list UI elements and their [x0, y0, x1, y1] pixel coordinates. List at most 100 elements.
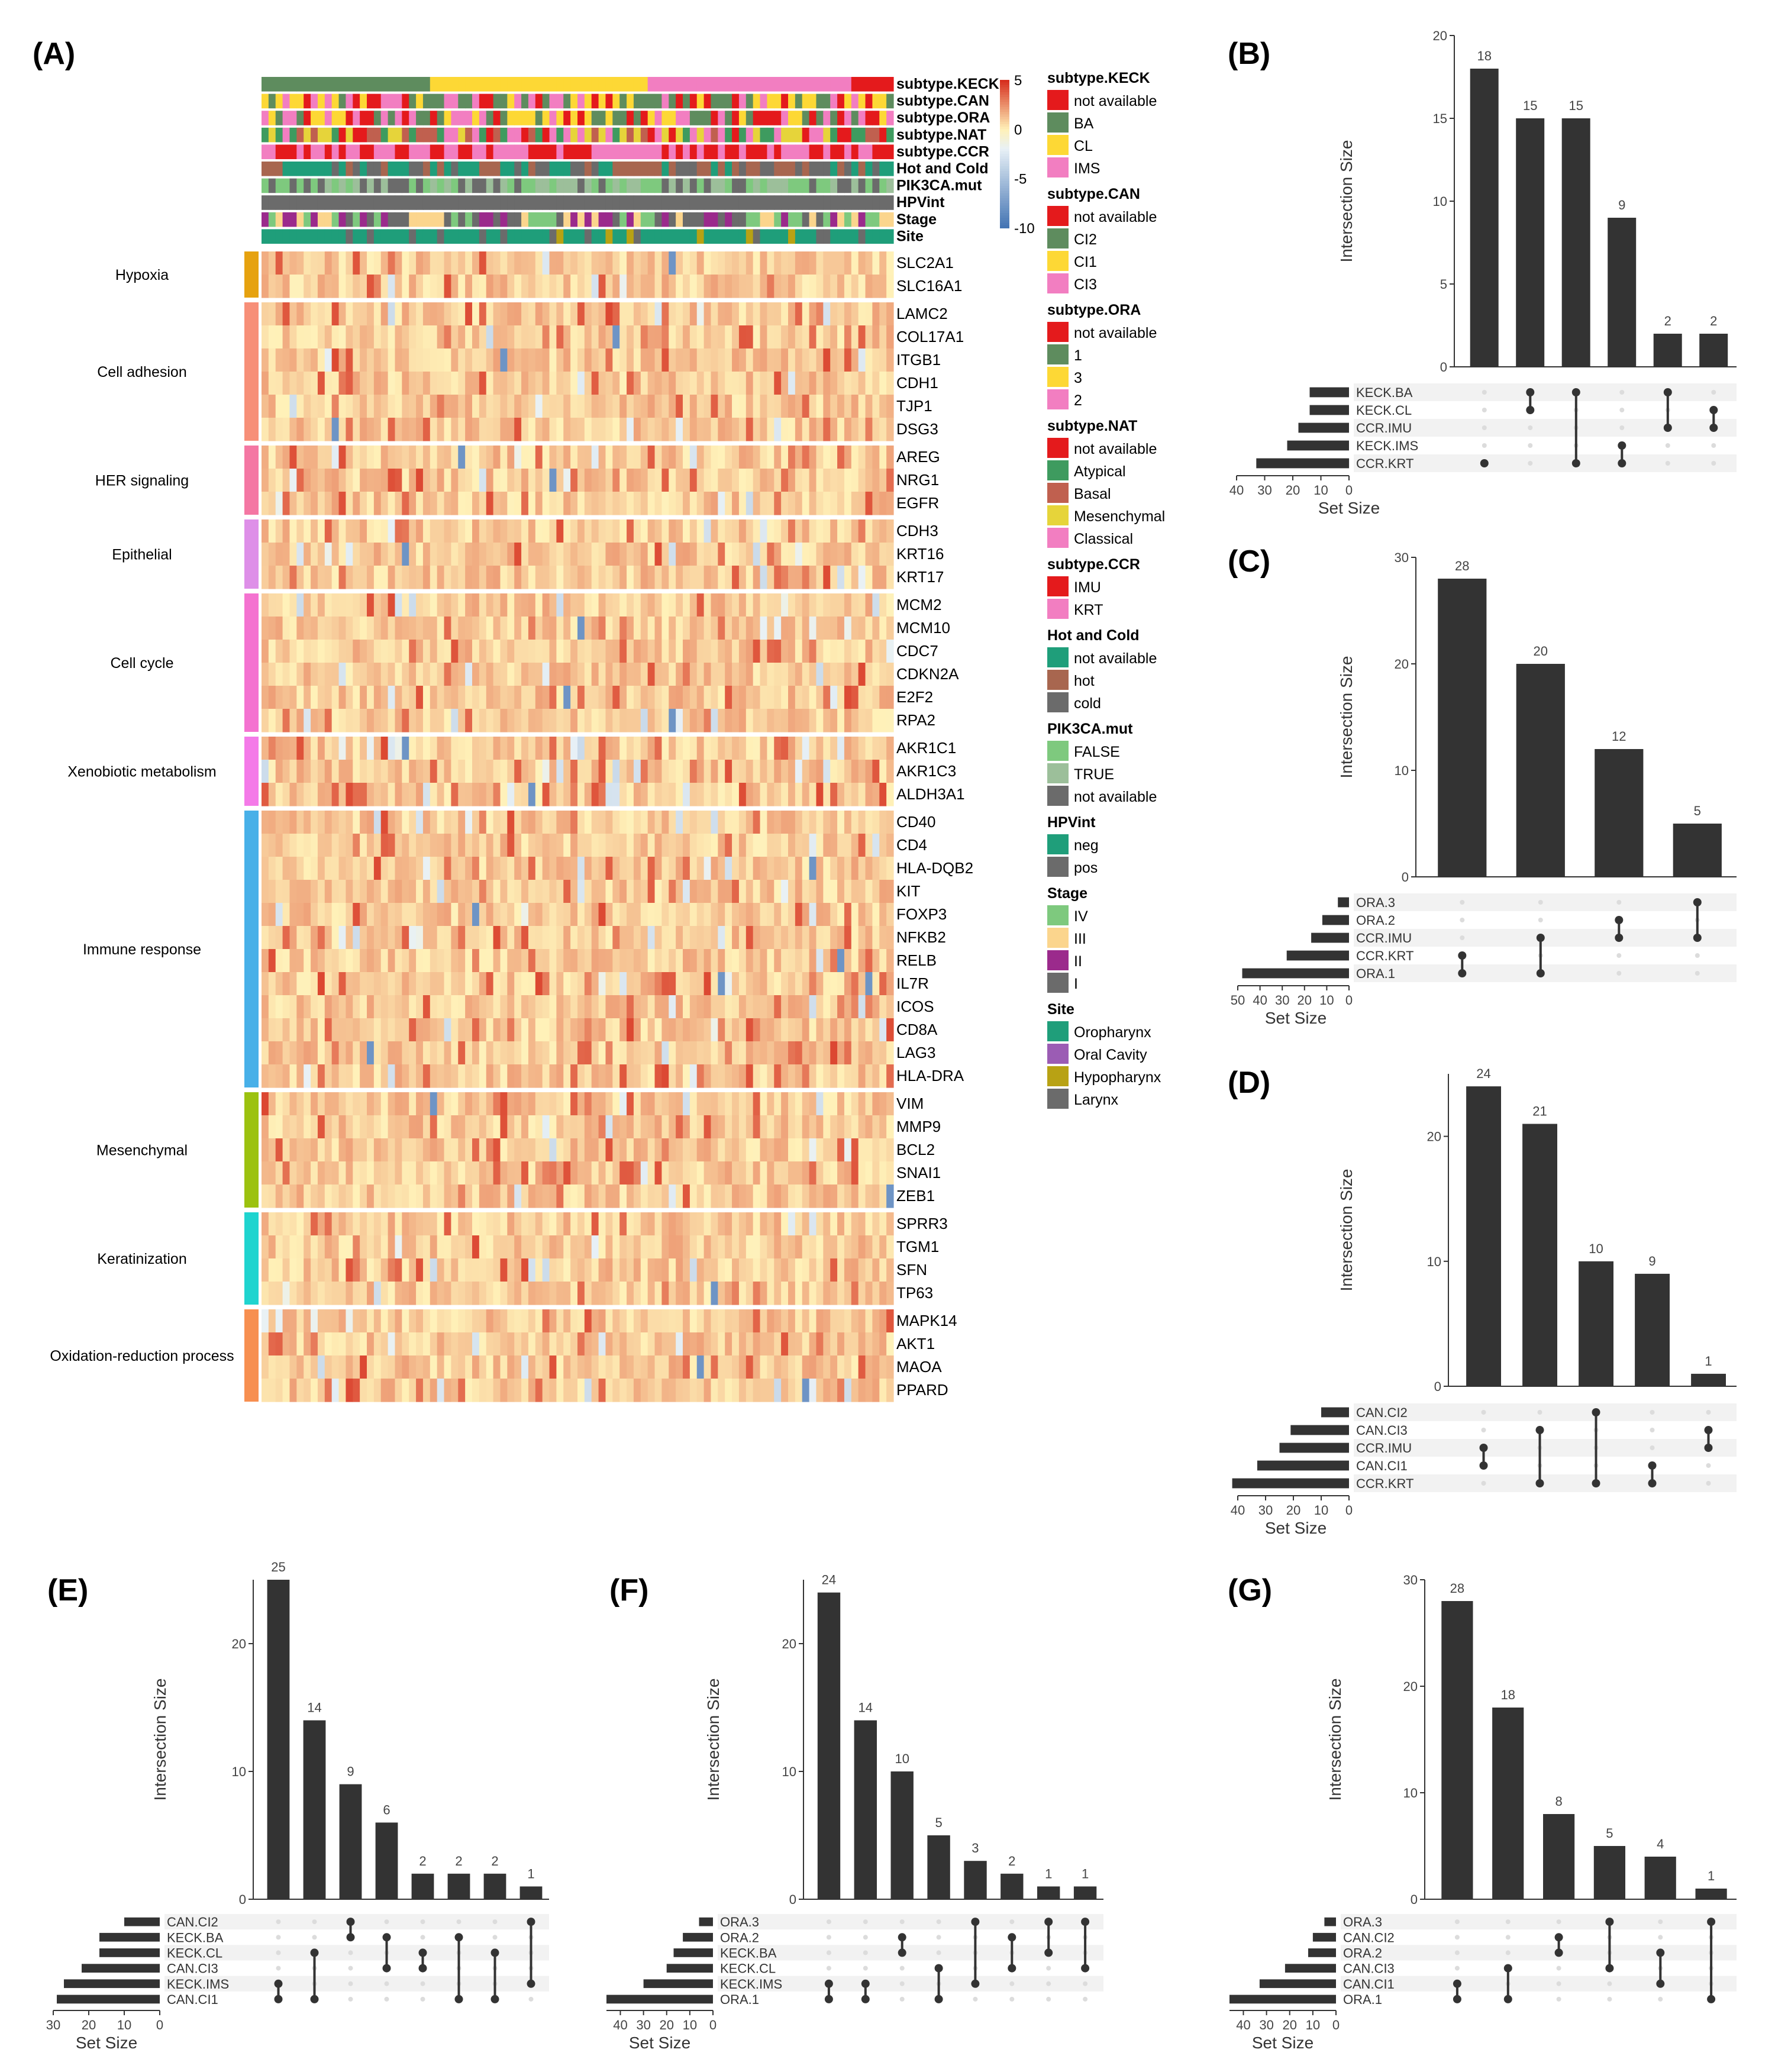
- heatmap-cell: [521, 949, 529, 973]
- annotation-cell: [275, 162, 283, 176]
- heatmap-cell: [760, 1258, 767, 1282]
- heatmap-cell: [683, 1041, 690, 1065]
- heatmap-cell: [472, 469, 480, 492]
- heatmap-cell: [563, 686, 571, 709]
- annotation-cell: [486, 127, 494, 143]
- annotation-cell: [262, 111, 269, 125]
- annotation-cell: [416, 93, 424, 109]
- heatmap-cell: [451, 783, 459, 806]
- heatmap-cell: [619, 783, 627, 806]
- annotation-cell: [809, 111, 817, 125]
- heatmap-cell: [837, 686, 845, 709]
- heatmap-cell: [296, 469, 304, 492]
- heatmap-cell: [654, 686, 662, 709]
- heatmap-cell: [479, 543, 487, 566]
- heatmap-cell: [542, 663, 550, 686]
- annotation-cell: [669, 93, 676, 109]
- heatmap-cell: [493, 857, 501, 880]
- heatmap-cell: [346, 348, 353, 372]
- heatmap-cell: [809, 469, 817, 492]
- heatmap-cell: [809, 949, 817, 973]
- heatmap-cell: [304, 926, 311, 950]
- heatmap-cell: [289, 760, 297, 783]
- heatmap-cell: [563, 1138, 571, 1162]
- heatmap-cell: [311, 348, 318, 372]
- heatmap-cell: [830, 857, 838, 880]
- heatmap-cell: [444, 1064, 451, 1088]
- heatmap-cell: [605, 1235, 613, 1259]
- heatmap-cell: [317, 519, 325, 543]
- heatmap-cell: [275, 251, 283, 275]
- heatmap-cell: [507, 1212, 515, 1236]
- heatmap-cell: [395, 325, 402, 349]
- heatmap-cell: [338, 737, 346, 760]
- annotation-cell: [788, 229, 796, 244]
- heatmap-cell: [324, 1309, 333, 1333]
- heatmap-cell: [591, 783, 599, 806]
- annotation-cell: [879, 111, 887, 125]
- heatmap-cell: [788, 1258, 796, 1282]
- heatmap-cell: [746, 686, 754, 709]
- heatmap-cell: [465, 1064, 473, 1088]
- heatmap-cell: [465, 1332, 473, 1356]
- heatmap-cell: [416, 1309, 424, 1333]
- annotation-cell: [268, 111, 276, 125]
- heatmap-cell: [823, 834, 831, 857]
- annotation-cell: [746, 93, 754, 109]
- annotation-cell: [753, 178, 761, 193]
- heatmap-cell: [703, 1064, 712, 1088]
- heatmap-cell: [535, 811, 543, 834]
- heatmap-cell: [304, 492, 311, 515]
- heatmap-cell: [676, 834, 683, 857]
- heatmap-cell: [304, 709, 311, 732]
- heatmap-cell: [289, 857, 297, 880]
- heatmap-cell: [451, 1092, 459, 1116]
- heatmap-cell: [669, 1235, 676, 1259]
- heatmap-cell: [514, 903, 522, 927]
- heatmap-cell: [816, 1212, 824, 1236]
- annotation-cell: [514, 178, 522, 193]
- heatmap-cell: [528, 709, 536, 732]
- heatmap-cell: [746, 1235, 754, 1259]
- heatmap-cell: [696, 737, 705, 760]
- heatmap-cell: [669, 469, 676, 492]
- heatmap-cell: [367, 737, 375, 760]
- heatmap-cell: [535, 251, 543, 275]
- heatmap-cell: [521, 446, 529, 469]
- heatmap-cell: [388, 492, 396, 515]
- heatmap-cell: [627, 617, 634, 640]
- heatmap-cell: [858, 1212, 866, 1236]
- heatmap-cell: [395, 492, 402, 515]
- heatmap-cell: [823, 972, 831, 996]
- heatmap-cell: [661, 395, 669, 418]
- heatmap-cell: [275, 1064, 283, 1088]
- heatmap-cell: [577, 519, 585, 543]
- annotation-cell: [703, 195, 712, 210]
- heatmap-cell: [746, 395, 754, 418]
- heatmap-cell: [598, 446, 606, 469]
- heatmap-cell: [521, 519, 529, 543]
- annotation-cell: [577, 195, 585, 210]
- heatmap-cell: [676, 492, 683, 515]
- heatmap-cell: [633, 566, 641, 589]
- heatmap-cell: [317, 857, 325, 880]
- heatmap-cell: [619, 325, 627, 349]
- annotation-cell: [563, 93, 571, 109]
- heatmap-cell: [367, 1212, 375, 1236]
- heatmap-cell: [676, 760, 683, 783]
- heatmap-cell: [696, 617, 705, 640]
- heatmap-cell: [465, 1235, 473, 1259]
- heatmap-cell: [619, 926, 627, 950]
- heatmap-cell: [556, 640, 564, 663]
- heatmap-cell: [627, 926, 634, 950]
- heatmap-cell: [738, 834, 747, 857]
- heatmap-cell: [661, 995, 669, 1019]
- heatmap-cell: [598, 811, 606, 834]
- heatmap-cell: [262, 903, 269, 927]
- heatmap-cell: [311, 543, 318, 566]
- heatmap-cell: [767, 949, 774, 973]
- heatmap-cell: [732, 1185, 740, 1208]
- heatmap-cell: [879, 251, 887, 275]
- heatmap-cell: [275, 325, 283, 349]
- heatmap-cell: [451, 686, 459, 709]
